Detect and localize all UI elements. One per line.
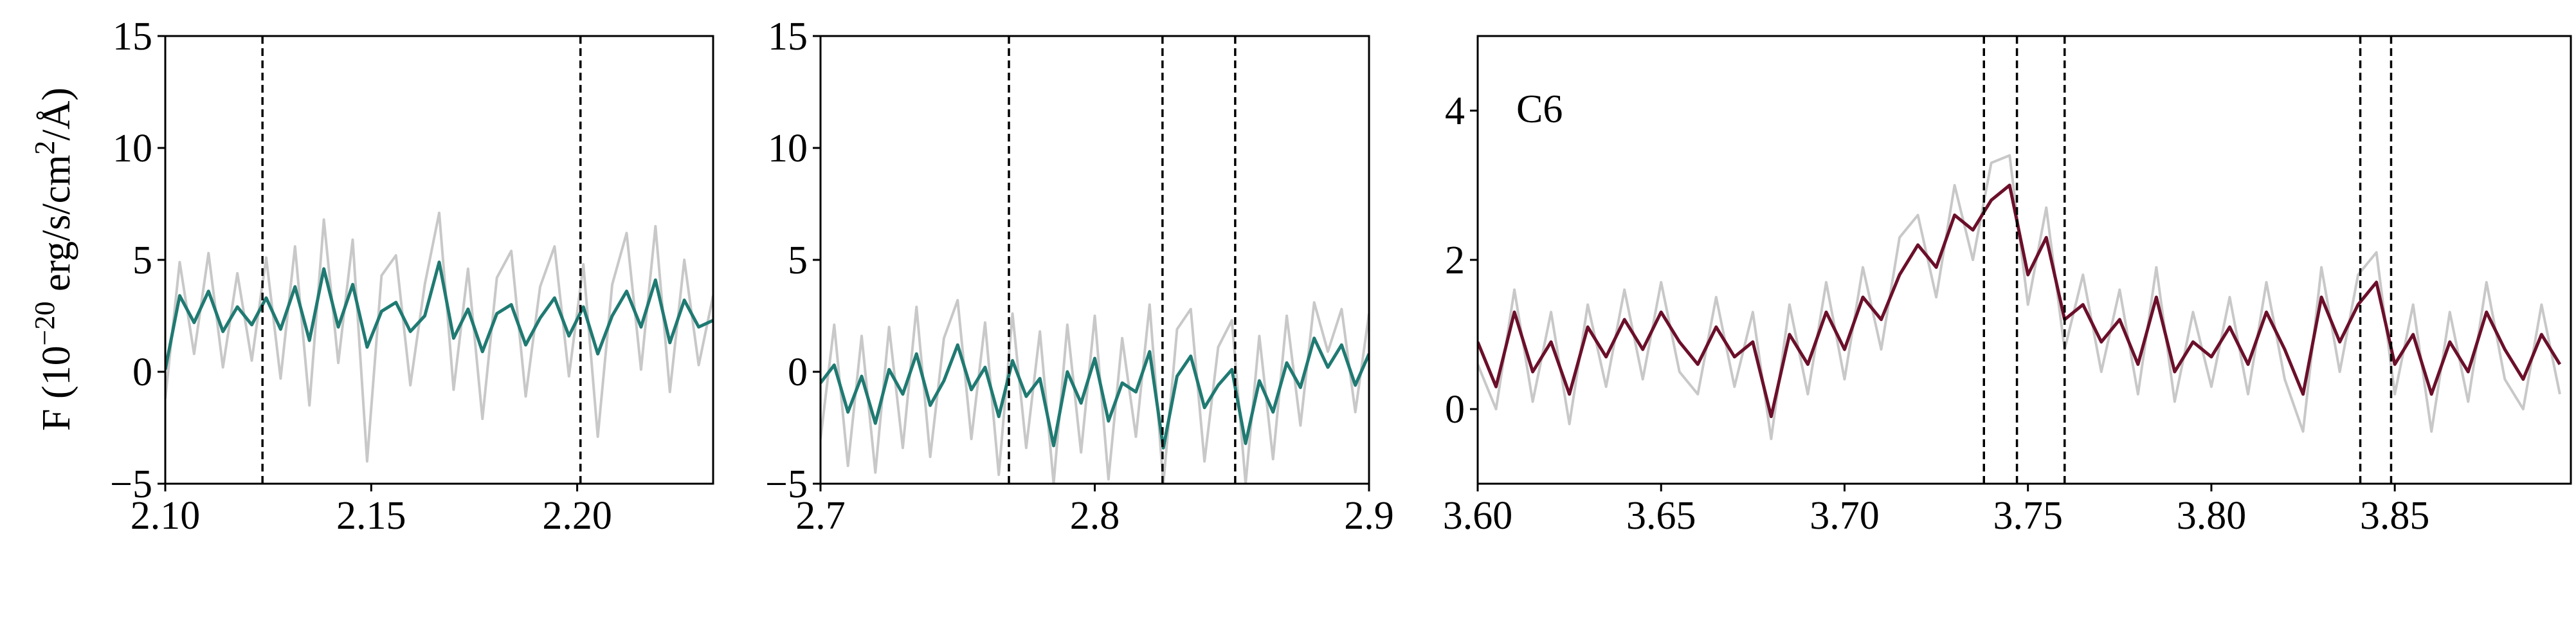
y-axis-label: F (10−20 erg/s/cm2/Å) — [29, 87, 78, 431]
panel: −5 0 5 10 15 2.7 2.8 2.9 — [765, 15, 1394, 538]
x-tick-label: 3.60 — [1443, 494, 1513, 538]
y-tick-label: 15 — [768, 15, 808, 59]
y-tick-label: 15 — [113, 15, 152, 59]
x-tick-label: 3.65 — [1626, 494, 1696, 538]
panel: −5 0 5 10 15 2.10 2.15 2.20 F (10−20 erg/s/cm2/Å… — [29, 15, 714, 538]
y-tick-label: −5 — [110, 462, 152, 506]
x-tick-label: 3.85 — [2360, 494, 2430, 538]
y-tick-label: 0 — [788, 351, 808, 394]
y-tick-label: 5 — [132, 239, 152, 282]
spectrum-line — [1478, 183, 2562, 419]
y-tick-label: −5 — [765, 462, 808, 506]
label-part: /Å) — [35, 87, 78, 141]
spectrum-line — [821, 298, 1369, 484]
axes-frame — [819, 35, 1370, 485]
x-tick-label: 3.70 — [1810, 494, 1880, 538]
x-tick-label: 2.10 — [131, 494, 201, 538]
x-tick-label: 2.8 — [1070, 494, 1120, 538]
y-tick-label: 0 — [132, 351, 152, 394]
plot-area — [1478, 154, 2562, 441]
spectrum-line — [821, 336, 1369, 450]
superscript: 2 — [29, 141, 60, 155]
y-tick-label: 5 — [788, 239, 808, 282]
x-tick-label: 3.75 — [1993, 494, 2063, 538]
y-tick-label: 10 — [768, 127, 808, 170]
y-tick-label: 4 — [1445, 89, 1465, 133]
label-part: F (10 — [35, 345, 78, 431]
annotation: C6 — [1516, 87, 1563, 131]
y-tick-label: 0 — [1445, 388, 1465, 432]
label-part: erg/s/cm — [35, 155, 78, 302]
spectrum-line — [1478, 154, 2561, 441]
spectrum-line — [165, 211, 713, 463]
spectrum-line — [165, 260, 713, 370]
plot-area — [165, 211, 713, 463]
x-tick-label: 3.80 — [2177, 494, 2247, 538]
panel: 0 2 4 3.60 3.65 3.70 3.75 3.80 3.85 C6 — [1443, 35, 2572, 538]
x-tick-label: 2.7 — [795, 494, 846, 538]
plot-area — [821, 298, 1369, 484]
x-tick-label: 2.9 — [1344, 494, 1394, 538]
superscript: −20 — [29, 302, 60, 346]
y-tick-label: 2 — [1445, 239, 1465, 282]
y-tick-label: 10 — [113, 127, 152, 170]
x-tick-label: 2.15 — [336, 494, 406, 538]
x-tick-label: 2.20 — [542, 494, 612, 538]
axes-frame — [164, 35, 714, 485]
